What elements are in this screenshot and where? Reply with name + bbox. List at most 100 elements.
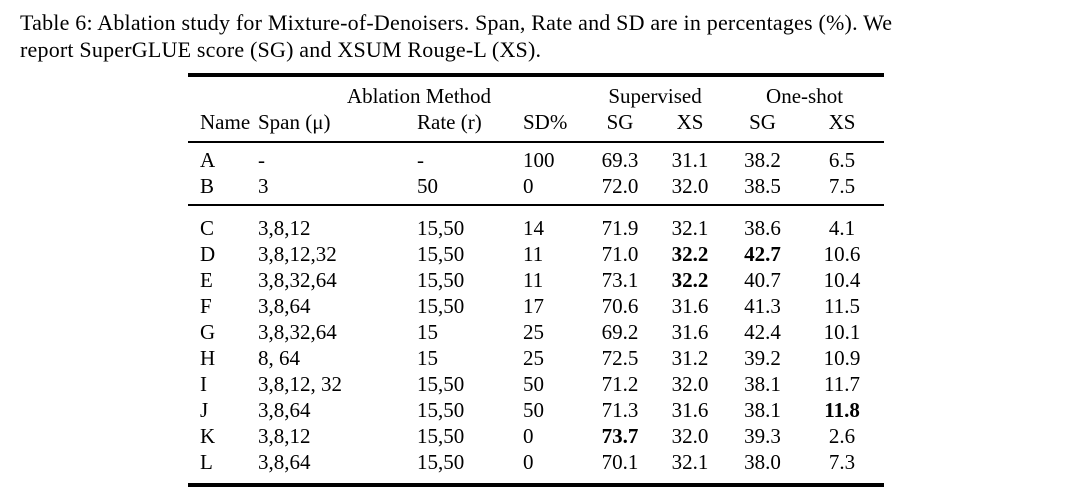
table-cell: 7.5 (828, 174, 856, 198)
table-cell: C (200, 216, 215, 240)
table-cell: 72.5 (601, 346, 639, 370)
table-cell: 69.2 (601, 320, 639, 344)
table-cell: 69.3 (601, 148, 639, 172)
table-cell: K (200, 424, 216, 448)
table-cell: 71.0 (601, 242, 639, 266)
table-cell: B (200, 174, 215, 198)
table-cell: 2.6 (828, 424, 856, 448)
group-header-empty (188, 75, 253, 109)
table-cell: 73.1 (601, 268, 639, 292)
table-cell: 3,8,12 (258, 424, 311, 448)
table-cell: 3,8,64 (258, 450, 311, 474)
table-cell: 15,50 (417, 268, 465, 292)
group-header-one-shot: One-shot (766, 84, 844, 108)
table-cell: 4.1 (828, 216, 856, 240)
table-row-B: B 3 50 0 72.0 32.0 38.5 7.5 (188, 173, 884, 205)
table-cell: 15,50 (417, 216, 465, 240)
table-cell: 10.9 (823, 346, 861, 370)
table-cell: G (200, 320, 216, 344)
table-cell: 7.3 (828, 450, 856, 474)
table-cell: 10.6 (823, 242, 861, 266)
table-row-L: L 3,8,64 15,50 0 70.1 32.1 38.0 7.3 (188, 449, 884, 485)
table-cell: F (200, 294, 212, 318)
table-cell: 15,50 (417, 398, 465, 422)
group-header-row: Ablation Method Supervised One-shot (188, 75, 884, 109)
table-cell: 31.6 (671, 320, 709, 344)
table-cell: 15,50 (417, 424, 465, 448)
table-row-F: F 3,8,64 15,50 17 70.6 31.6 41.3 11.5 (188, 293, 884, 319)
table-row-H: H 8, 64 15 25 72.5 31.2 39.2 10.9 (188, 345, 884, 371)
table-cell: 11.5 (824, 294, 861, 318)
table-cell: 25 (523, 346, 544, 370)
column-header-oneshot-xs: XS (828, 110, 856, 134)
table-cell: 15,50 (417, 294, 465, 318)
table-cell: 31.6 (671, 398, 709, 422)
column-header-row: Name Span (μ) Rate (r) SD% SG XS SG XS (188, 109, 884, 142)
table-cell: 6.5 (828, 148, 856, 172)
column-header-rate: Rate (r) (417, 110, 482, 134)
table-section-baseline: A - - 100 69.3 31.1 38.2 6.5 B 3 50 0 72.0 32.0 38.5 7.… (188, 142, 885, 205)
group-header-ablation-method: Ablation Method (346, 84, 492, 108)
table-row-E: E 3,8,32,64 15,50 11 73.1 32.2 40.7 10.4 (188, 267, 884, 293)
column-header-sd: SD% (523, 110, 568, 134)
table-cell: 10.4 (823, 268, 861, 292)
table-cell: 32.1 (671, 216, 709, 240)
table-row-A: A - - 100 69.3 31.1 38.2 6.5 (188, 142, 884, 173)
table-cell: D (200, 242, 216, 266)
table-cell: 38.1 (744, 398, 781, 422)
table-cell: 0 (523, 424, 534, 448)
table-cell: 17 (523, 294, 544, 318)
table-cell: 38.6 (744, 216, 781, 240)
table-cell: 8, 64 (258, 346, 300, 370)
table-cell: L (200, 450, 213, 474)
table-cell: A (200, 148, 216, 172)
table-row-I: I 3,8,12, 32 15,50 50 71.2 32.0 38.1 11.7 (188, 371, 884, 397)
table-cell: 3,8,12,32 (258, 242, 337, 266)
table-row-K: K 3,8,12 15,50 0 73.7 32.0 39.3 2.6 (188, 423, 884, 449)
table-row-G: G 3,8,32,64 15 25 69.2 31.6 42.4 10.1 (188, 319, 884, 345)
group-header-supervised: Supervised (608, 84, 702, 108)
table-cell: 15,50 (417, 242, 465, 266)
table-cell: 11.8 (824, 398, 860, 422)
column-header-supervised-sg: SG (606, 110, 634, 134)
column-header-name: Name (200, 110, 251, 134)
table-cell: 31.1 (671, 148, 709, 172)
table-cell: 70.6 (601, 294, 639, 318)
table-cell: 31.2 (671, 346, 709, 370)
column-header-oneshot-sg: SG (749, 110, 776, 134)
table-cell: 11.7 (824, 372, 861, 396)
table-cell: E (200, 268, 213, 292)
table-cell: - (258, 148, 265, 172)
table-cell: 73.7 (601, 424, 639, 448)
table-row-J: J 3,8,64 15,50 50 71.3 31.6 38.1 11.8 (188, 397, 884, 423)
table-cell: 3,8,32,64 (258, 268, 337, 292)
table-cell: 32.0 (671, 424, 709, 448)
table-cell: 41.3 (744, 294, 781, 318)
table-section-mixtures: C 3,8,12 15,50 14 71.9 32.1 38.6 4.1 D 3,8,12,32 1… (188, 205, 884, 485)
table-row-D: D 3,8,12,32 15,50 11 71.0 32.2 42.7 10.6 (188, 241, 884, 267)
table-cell: 10.1 (823, 320, 861, 344)
table-cell: 71.3 (601, 398, 639, 422)
table-cell: 70.1 (601, 450, 639, 474)
table-caption: Table 6: Ablation study for Mixture-of-D… (20, 9, 1070, 63)
table-cell: 38.2 (744, 148, 781, 172)
caption-line-2: report SuperGLUE score (SG) and XSUM Rou… (20, 37, 542, 62)
table-cell: 32.1 (671, 450, 709, 474)
table-cell: 71.2 (601, 372, 639, 396)
table-cell: 72.0 (601, 174, 639, 198)
table-cell: 32.2 (671, 268, 709, 292)
table-cell: 32.2 (671, 242, 709, 266)
table-cell: 39.2 (744, 346, 781, 370)
table-cell: 25 (523, 320, 544, 344)
table-cell: 15,50 (417, 372, 465, 396)
table-cell: 11 (523, 268, 544, 292)
table-cell: 15 (417, 346, 438, 370)
table-cell: 31.6 (671, 294, 709, 318)
caption-line-1: Table 6: Ablation study for Mixture-of-D… (20, 10, 893, 35)
table-cell: 11 (523, 242, 544, 266)
table-row-C: C 3,8,12 15,50 14 71.9 32.1 38.6 4.1 (188, 205, 884, 241)
table-cell: 3,8,12 (258, 216, 311, 240)
table-cell: 40.7 (744, 268, 781, 292)
table-cell: 38.5 (744, 174, 781, 198)
table-cell: 0 (523, 174, 534, 198)
